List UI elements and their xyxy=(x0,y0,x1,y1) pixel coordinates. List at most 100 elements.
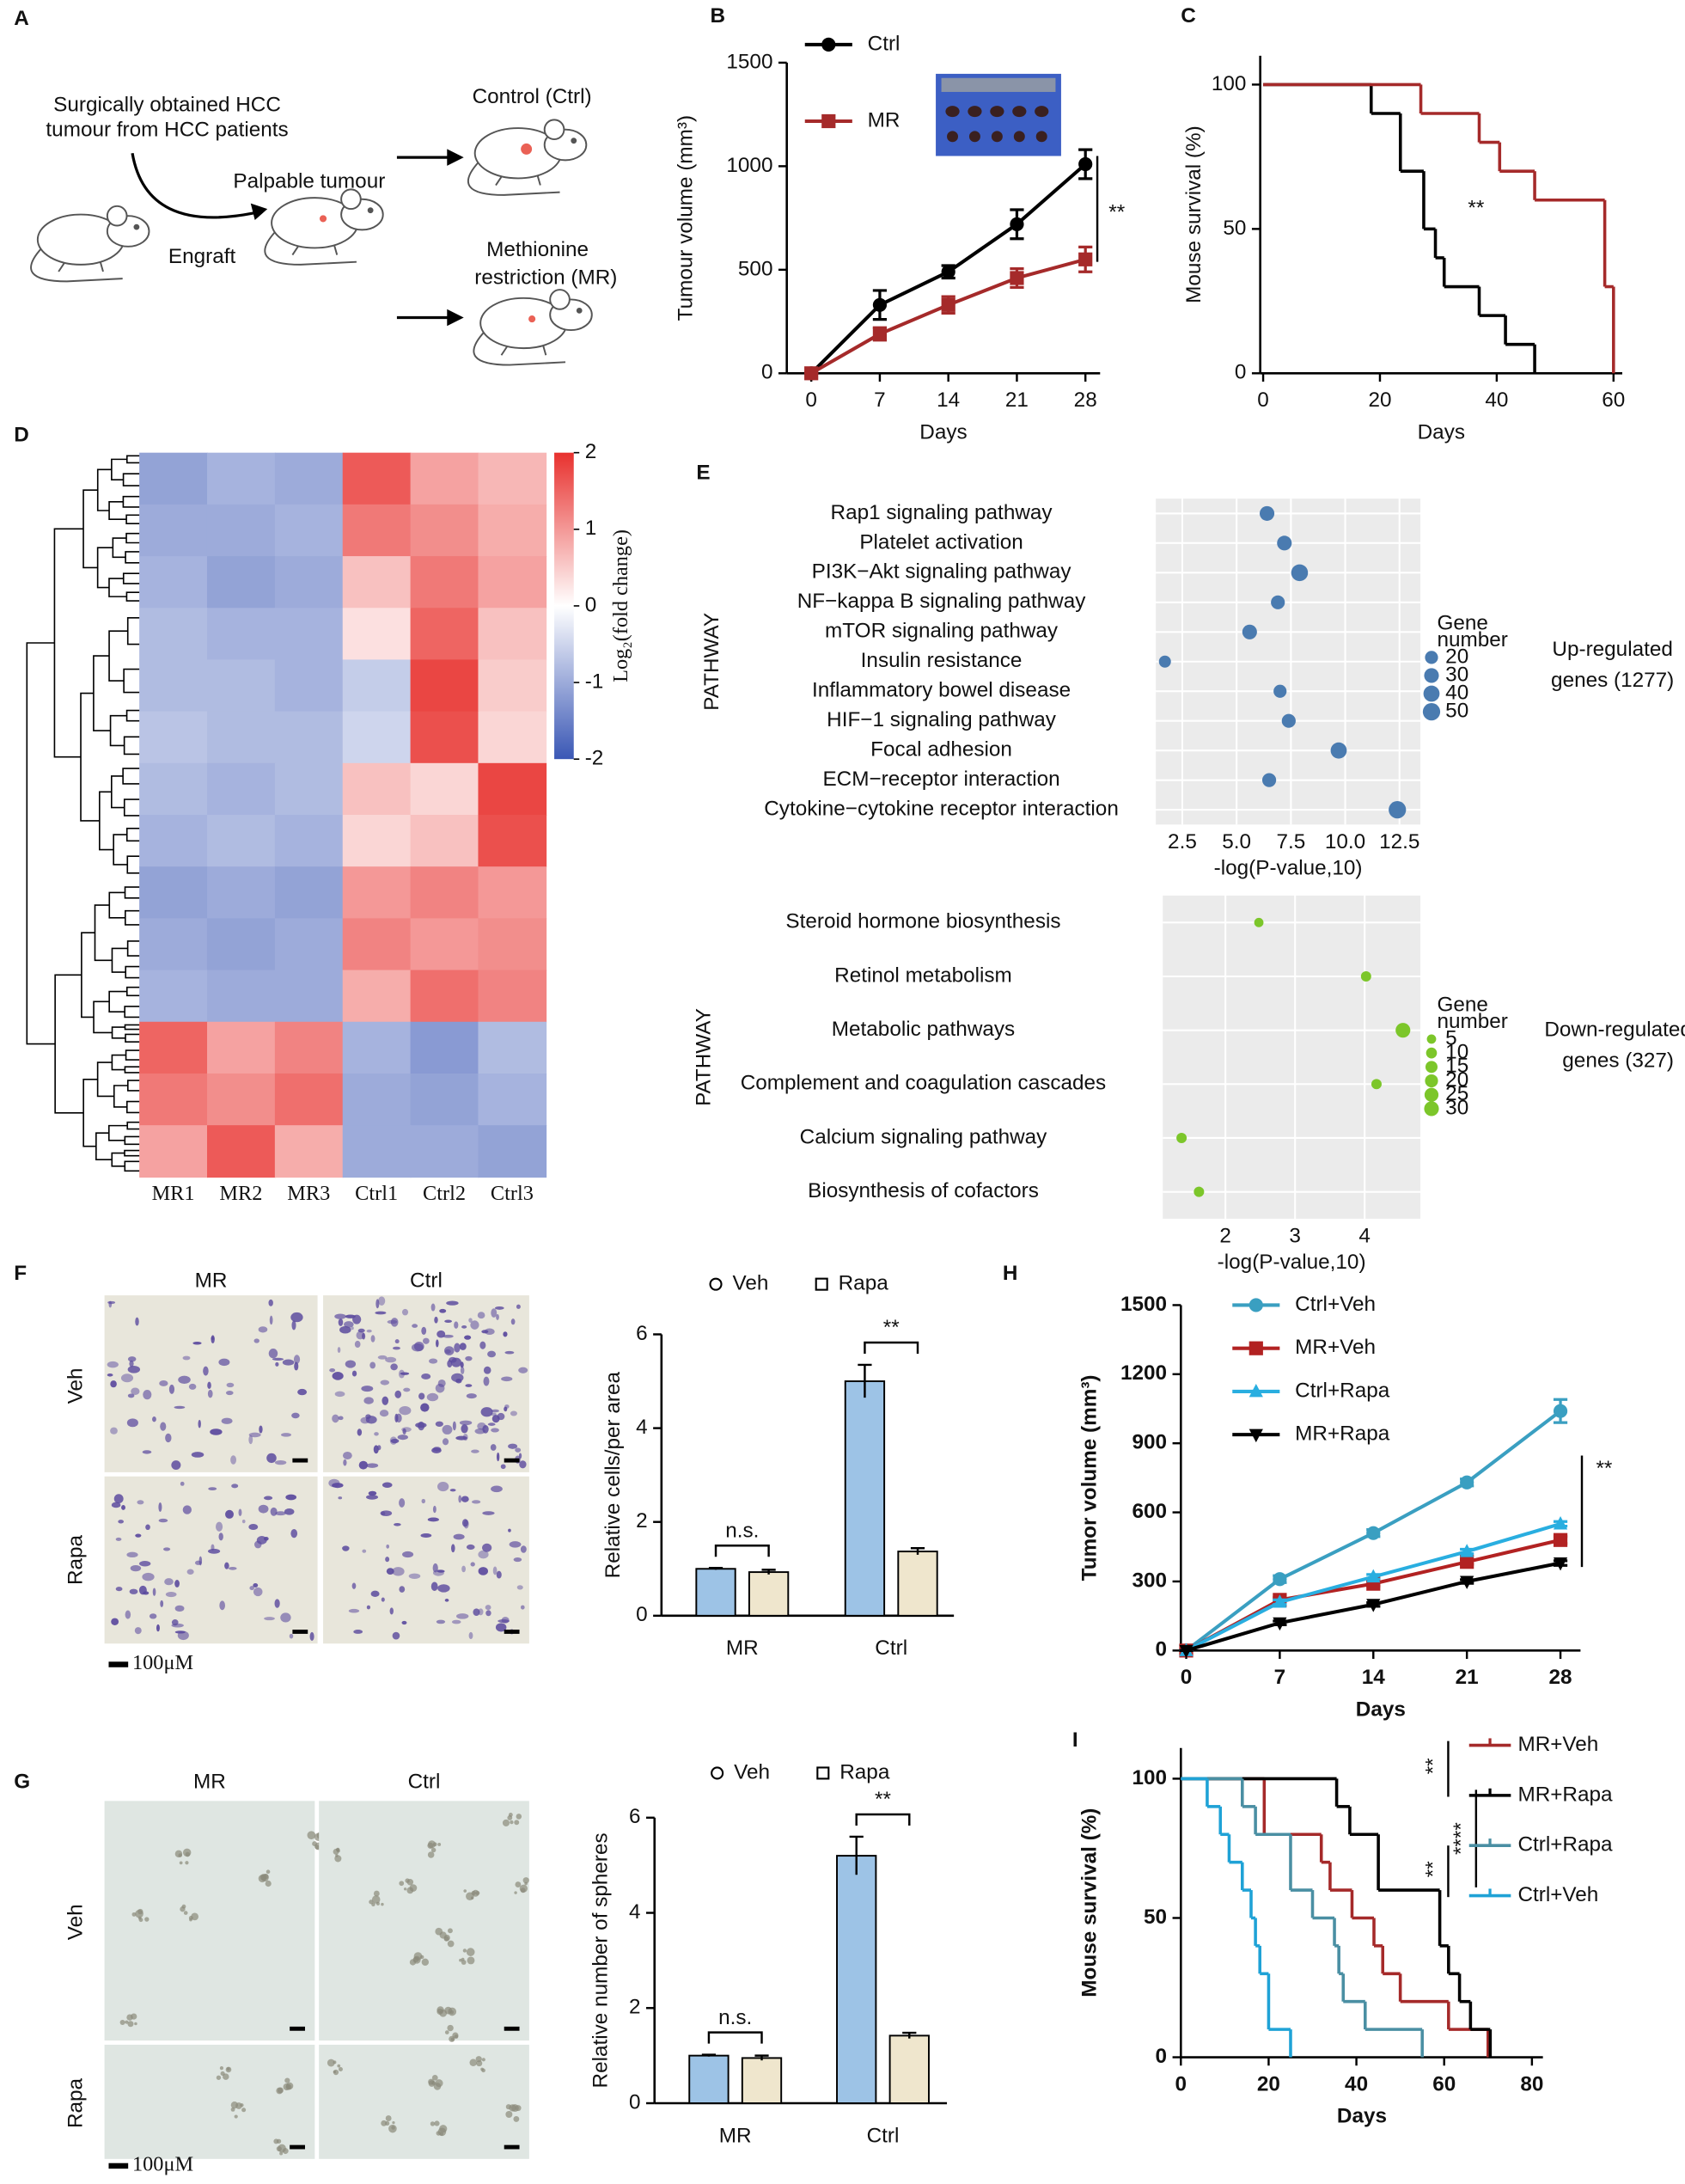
heatmap-cell xyxy=(139,970,208,1023)
sphere xyxy=(381,1902,384,1906)
heatmap-cell xyxy=(274,504,344,557)
heatmap-cell xyxy=(206,711,276,764)
cell xyxy=(182,1505,192,1514)
x-tick-label: 5.0 xyxy=(1222,830,1251,853)
cell xyxy=(309,1631,314,1641)
dendrogram xyxy=(26,642,56,1045)
legend-dot xyxy=(1424,668,1439,683)
legend-marker xyxy=(1248,1428,1263,1443)
cell xyxy=(418,1392,425,1400)
cell xyxy=(174,1405,186,1410)
category-label: Complement and coagulation cascades xyxy=(741,1072,1106,1095)
cell xyxy=(385,1356,397,1363)
y-axis-label: PATHWAY xyxy=(692,1008,715,1106)
cell xyxy=(290,1529,298,1539)
cell xyxy=(362,1332,366,1340)
legend-marker xyxy=(711,1766,724,1780)
y-tick-label: 6 xyxy=(629,1805,641,1828)
cell xyxy=(357,1428,363,1436)
y-tick-label: 0 xyxy=(636,1603,648,1626)
dendrogram xyxy=(122,572,140,584)
cell xyxy=(191,1452,205,1458)
cell xyxy=(291,1320,296,1331)
cell xyxy=(477,1422,486,1430)
cell xyxy=(368,1490,377,1496)
panel-letter: B xyxy=(711,4,726,28)
cell xyxy=(451,1373,464,1382)
cell xyxy=(402,1428,406,1435)
dot xyxy=(1194,1186,1205,1197)
tumour xyxy=(521,143,533,155)
cell xyxy=(468,1318,473,1323)
cell xyxy=(461,1496,469,1502)
cell xyxy=(137,1500,144,1505)
cell xyxy=(194,1560,202,1565)
sphere xyxy=(436,2131,441,2136)
cell xyxy=(281,1433,292,1437)
sphere xyxy=(266,1869,271,1875)
legend-label: Veh xyxy=(734,1760,770,1783)
cell xyxy=(471,1500,481,1504)
cell xyxy=(490,1444,497,1451)
cell xyxy=(491,1308,498,1318)
cell xyxy=(382,1482,393,1488)
category-label: Biosynthesis of cofactors xyxy=(808,1179,1039,1202)
bar xyxy=(741,2057,783,2104)
side-label: genes (1277) xyxy=(1551,669,1674,692)
sphere xyxy=(431,2074,438,2081)
sphere xyxy=(433,2083,442,2090)
dendrogram xyxy=(113,1085,128,1108)
cell xyxy=(142,1450,152,1454)
dendrogram xyxy=(126,616,140,645)
cell xyxy=(152,1416,156,1422)
cell xyxy=(481,1330,489,1334)
scale-bar xyxy=(504,2026,520,2031)
heatmap-cell xyxy=(206,504,276,557)
cell xyxy=(165,1433,172,1443)
legend-label: MR+Veh xyxy=(1517,1733,1598,1756)
cell xyxy=(381,1511,386,1516)
colorbar-tick-label: 0 xyxy=(585,593,597,616)
marker xyxy=(872,327,888,341)
cell xyxy=(127,1366,141,1373)
dot xyxy=(1176,1132,1187,1143)
legend-marker xyxy=(1248,1298,1263,1312)
dendrogram xyxy=(125,532,140,544)
sphere xyxy=(278,2144,286,2153)
cell xyxy=(266,1453,277,1464)
cell xyxy=(115,1537,122,1541)
cell xyxy=(370,1590,380,1598)
y-tick-label: 100 xyxy=(1132,1766,1168,1789)
cell xyxy=(491,1428,499,1433)
y-tick-label: 1500 xyxy=(726,50,772,73)
sphere xyxy=(454,2034,459,2039)
y-tick-label: 300 xyxy=(1132,1569,1168,1592)
heatmap-cell xyxy=(410,918,479,971)
cell xyxy=(434,1316,438,1324)
sphere xyxy=(434,2120,440,2126)
dendrogram xyxy=(124,1024,140,1031)
cell xyxy=(208,1487,217,1491)
cell xyxy=(241,1520,246,1524)
cell xyxy=(492,1566,498,1575)
sphere xyxy=(444,2030,449,2034)
cell xyxy=(129,1360,134,1367)
heatmap-cell xyxy=(274,970,344,1023)
x-axis-label: -log(P-value,10) xyxy=(1218,1251,1366,1274)
cell xyxy=(365,1495,379,1500)
cell xyxy=(332,1372,344,1380)
x-tick-label: 0 xyxy=(1257,388,1269,412)
cell xyxy=(361,1386,374,1392)
sphere xyxy=(459,1958,462,1962)
mouse-eye xyxy=(367,207,374,214)
heatmap-cell xyxy=(342,918,412,971)
panel-letter: H xyxy=(1003,1262,1018,1285)
cell xyxy=(207,1548,221,1554)
legend-dot xyxy=(1425,1061,1438,1074)
cell xyxy=(437,1584,450,1593)
inset-tumour xyxy=(968,131,980,143)
x-tick-label: 0 xyxy=(1175,2072,1187,2095)
row-label: Veh xyxy=(64,1367,88,1404)
marker xyxy=(1460,1475,1474,1490)
cell xyxy=(248,1435,253,1445)
